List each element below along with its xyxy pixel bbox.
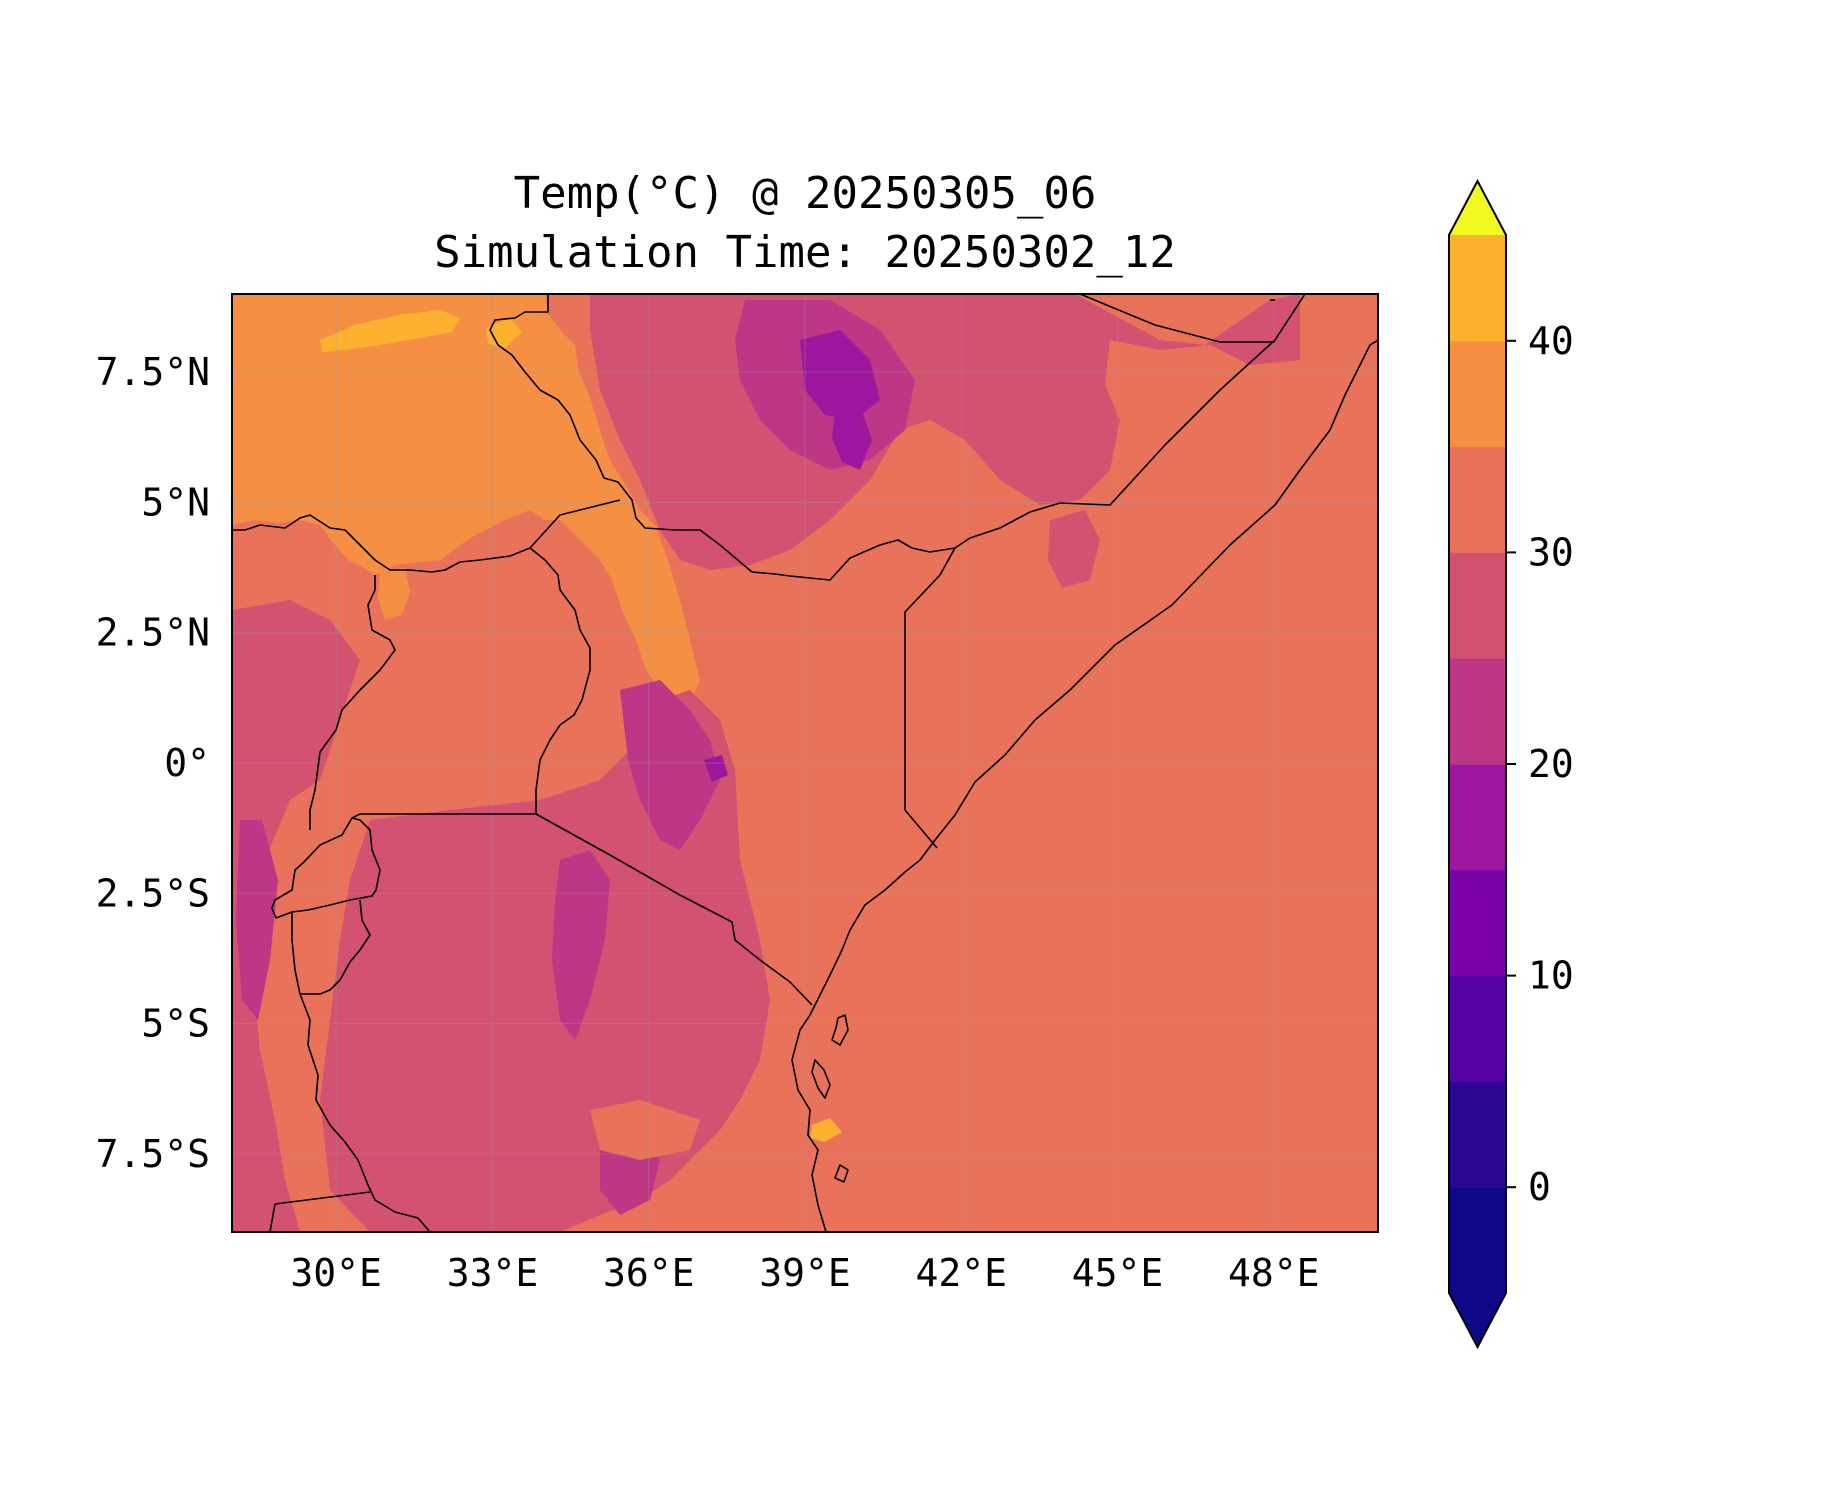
- y-tick-label: 2.5°S: [96, 871, 210, 915]
- border-uganda-drc: [309, 575, 396, 830]
- border-zambia-south: [269, 1203, 276, 1232]
- gridlines: [232, 294, 1378, 1232]
- colorbar-segment: [1449, 235, 1506, 342]
- temperature-zone-cold-ridge: [832, 405, 872, 470]
- temperature-zone-cool-rift: [552, 850, 610, 1040]
- temperature-zone-cooler-west: [236, 820, 278, 1020]
- y-tick-label: 2.5°N: [96, 611, 210, 655]
- coastline-pemba-island: [834, 1164, 849, 1183]
- temperature-zone-warm-tanzania-patch: [590, 1100, 700, 1160]
- coastline-mafia-island: [811, 1059, 831, 1099]
- border-kenya-tanzania: [535, 813, 813, 1006]
- colorbar-segment: [1449, 975, 1506, 1082]
- y-tick-label: 7.5°S: [96, 1132, 210, 1176]
- temperature-zone-hottest: [320, 310, 460, 352]
- temperature-zone-cool-ethiopia-east: [1048, 510, 1100, 588]
- y-tick-label: 5°N: [141, 480, 210, 524]
- x-tick-label: 33°E: [447, 1251, 539, 1295]
- border-kenya-ethiopia: [904, 547, 956, 849]
- border-ethiopia-south: [489, 294, 956, 581]
- border-ethiopia-djibouti-top: [1079, 294, 1275, 343]
- temperature-zone-cool-west: [232, 600, 360, 1232]
- x-tick-label: 45°E: [1072, 1251, 1164, 1295]
- x-tick-label: 39°E: [759, 1251, 851, 1295]
- y-axis-ticks: 7.5°N 5°N 2.5°N 0° 2.5°S 5°S 7.5°S: [96, 350, 210, 1176]
- x-axis-ticks: 30°E 33°E 36°E 39°E 42°E 45°E 48°E: [290, 1251, 1319, 1295]
- y-tick-label: 5°S: [141, 1002, 210, 1046]
- border-burundi-tanzania: [300, 899, 371, 995]
- border-drc-tanzania-lake: [291, 912, 431, 1232]
- colorbar-under-extension: [1449, 1293, 1506, 1347]
- colorbar-tick-label: 0: [1528, 1165, 1551, 1209]
- border-uganda-tanzania: [351, 813, 536, 819]
- colorbar: 0 10 20 30 40: [1448, 178, 1574, 1350]
- colorbar-segment: [1449, 340, 1506, 448]
- colorbar-segment: [1449, 552, 1506, 659]
- x-tick-label: 48°E: [1228, 1251, 1320, 1295]
- colorbar-segment: [1449, 869, 1506, 977]
- border-zambia-tanzania: [274, 1191, 371, 1205]
- border-uganda-kenya: [529, 547, 591, 814]
- colorbar-outline: [1448, 178, 1507, 1350]
- temperature-zone-cold-kenya-spot: [704, 755, 728, 782]
- x-tick-label: 36°E: [603, 1251, 695, 1295]
- coastline-zanzibar: [831, 1014, 849, 1046]
- colorbar-tick-label: 10: [1528, 954, 1574, 998]
- colorbar-segment: [1449, 1081, 1506, 1188]
- colorbar-segment: [1449, 446, 1506, 553]
- y-tick-label: 7.5°N: [96, 350, 210, 394]
- colorbar-segment: [1449, 764, 1506, 871]
- temperature-zone-hot: [232, 294, 700, 715]
- title-line-2: Simulation Time: 20250302_12: [434, 227, 1176, 278]
- border-rwanda-burundi: [271, 817, 381, 919]
- x-tick-label: 42°E: [916, 1251, 1008, 1295]
- y-tick-label: 0°: [164, 741, 210, 785]
- temperature-zone-hot-patch: [378, 568, 410, 620]
- map-panel: [232, 294, 1378, 1232]
- coastline-east-africa: [791, 339, 1378, 1232]
- colorbar-tick-label: 30: [1528, 530, 1574, 574]
- colorbar-tick-label: 40: [1528, 319, 1574, 363]
- border-south-sudan-uganda: [232, 499, 621, 573]
- border-ethiopia-somalia: [954, 294, 1306, 549]
- colorbar-tick-label: 20: [1528, 742, 1574, 786]
- colorbar-segment: [1449, 1187, 1506, 1294]
- map-frame: [231, 293, 1379, 1233]
- temperature-zone-hottest-speck: [810, 1118, 842, 1142]
- borders-and-coastlines: [232, 294, 1378, 1232]
- title-line-1: Temp(°C) @ 20250305_06: [514, 168, 1097, 219]
- temperature-zone-cooler-kenya: [620, 680, 720, 850]
- colorbar-segment: [1449, 658, 1506, 765]
- temperature-zone-coldest-ethiopia: [800, 330, 880, 420]
- x-tick-label: 30°E: [290, 1251, 382, 1295]
- colorbar-over-extension: [1449, 181, 1506, 235]
